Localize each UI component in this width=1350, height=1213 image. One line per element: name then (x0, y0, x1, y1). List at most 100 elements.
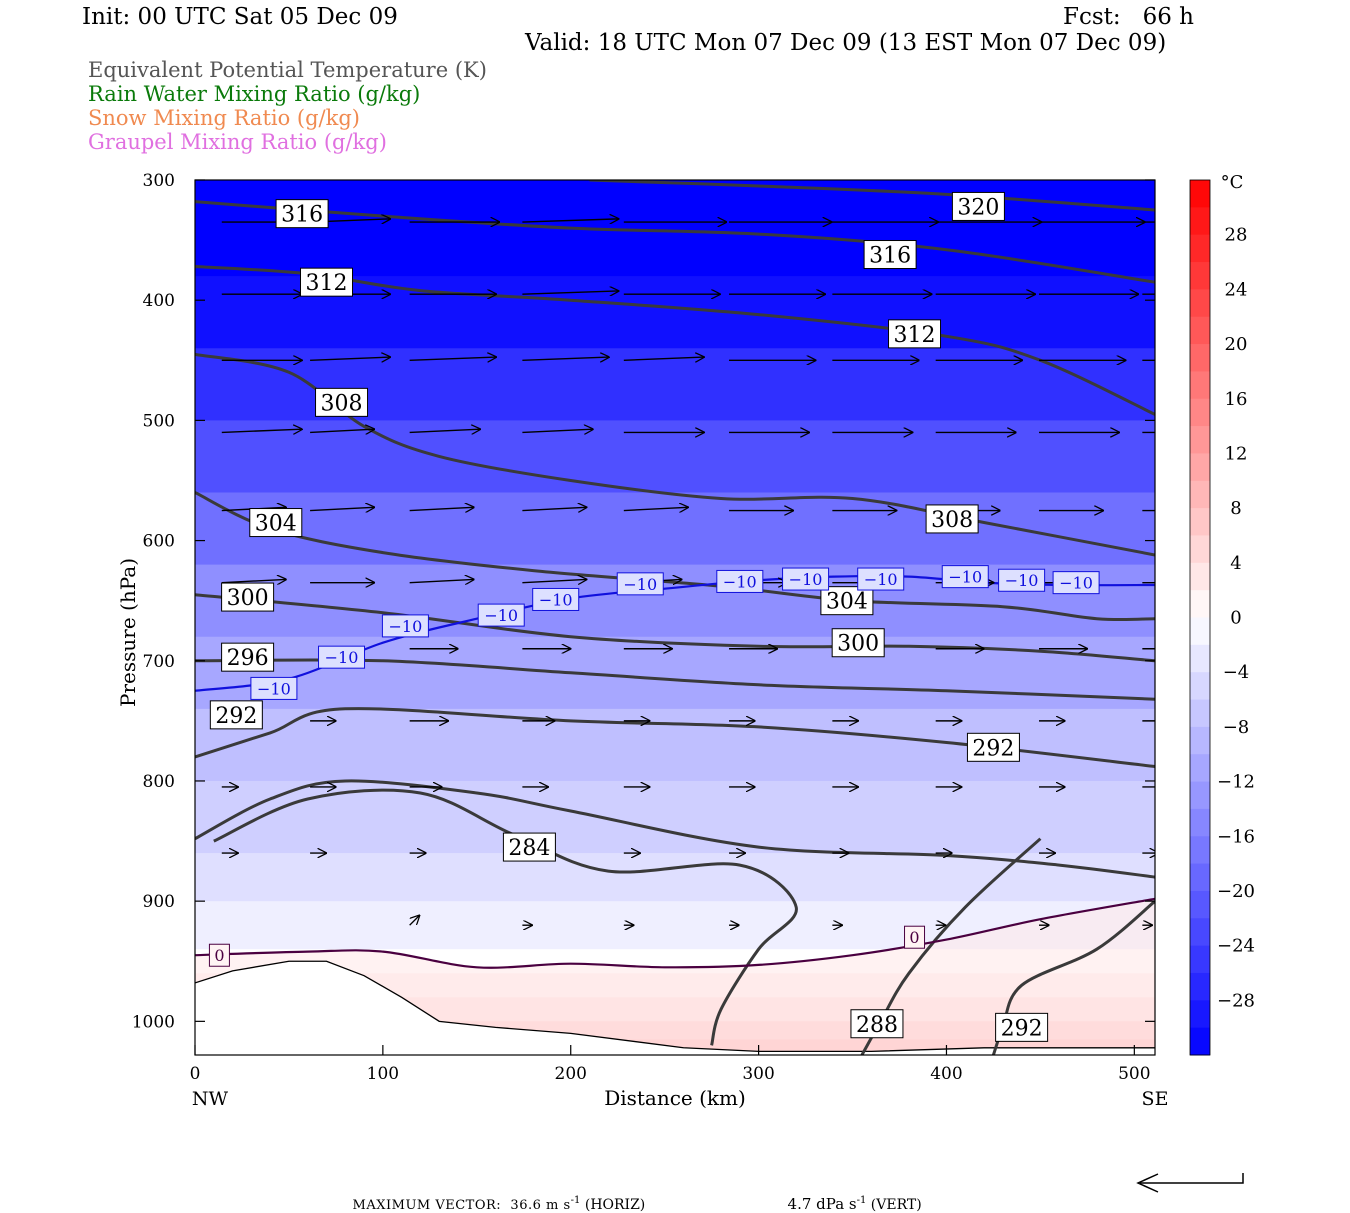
svg-text:308: 308 (931, 508, 973, 533)
wind-vector (409, 507, 474, 510)
colorbar-swatch (1190, 863, 1210, 892)
x-tick-label: 300 (742, 1064, 774, 1084)
wind-vector (522, 219, 618, 222)
theta-e-label-300: 300 (221, 582, 275, 612)
temperature-band (195, 180, 1155, 278)
colorbar-swatch (1190, 890, 1210, 919)
colorbar-swatch (1190, 699, 1210, 728)
theta-e-contour-284 (213, 788, 798, 1046)
wind-vector (221, 429, 302, 432)
svg-text:312: 312 (894, 323, 936, 348)
svg-text:304: 304 (255, 512, 297, 537)
x-end-label-se: SE (1142, 1088, 1169, 1110)
y-tick-label: 500 (143, 411, 175, 431)
isotherm-label-minus10: −10 (941, 565, 989, 589)
wind-vector (409, 916, 420, 926)
wind-vector (409, 579, 474, 582)
svg-text:308: 308 (321, 391, 363, 416)
colorbar-swatch (1190, 918, 1210, 947)
svg-text:−10: −10 (623, 575, 657, 594)
theta-e-contour-292 (195, 707, 1155, 768)
svg-text:320: 320 (957, 195, 999, 220)
svg-text:−10: −10 (1005, 571, 1039, 590)
y-axis-title: Pressure (hPa) (116, 558, 140, 707)
colorbar-tick-label: 8 (1230, 498, 1241, 519)
theta-e-label-292: 292 (966, 732, 1020, 762)
isotherm-label-minus10: −10 (782, 567, 830, 591)
svg-text:300: 300 (227, 586, 269, 611)
valid-time: Valid: 18 UTC Mon 07 Dec 09 (13 EST Mon … (525, 30, 1167, 56)
init-time: Init: 00 UTC Sat 05 Dec 09 (82, 4, 398, 30)
colorbar-tick-label: 20 (1225, 334, 1248, 355)
x-tick-label: 200 (555, 1064, 587, 1084)
colorbar-tick-label: −28 (1217, 990, 1255, 1011)
x-tick-label: 500 (1118, 1064, 1150, 1084)
y-tick-label: 700 (143, 652, 175, 672)
svg-text:288: 288 (856, 1013, 898, 1038)
wind-vector (522, 579, 586, 582)
temperature-band (195, 276, 1155, 350)
svg-text:296: 296 (227, 646, 269, 671)
colorbar-swatch (1190, 180, 1210, 208)
colorbar-tick-label: −8 (1223, 717, 1250, 738)
colorbar-tick-label: −12 (1217, 772, 1255, 793)
theta-e-label-292: 292 (995, 1012, 1049, 1042)
svg-text:304: 304 (826, 590, 868, 615)
isotherm-label-minus10: −10 (998, 568, 1046, 592)
max-vector-vert: 4.7 dPa s-1 (VERT) (787, 1195, 922, 1213)
colorbar-swatch (1190, 562, 1210, 591)
theta-e-label-292: 292 (209, 700, 263, 730)
colorbar-swatch (1190, 808, 1210, 837)
theta-e-label-320: 320 (951, 191, 1005, 221)
svg-text:292: 292 (215, 704, 257, 729)
x-tick-label: 100 (367, 1064, 399, 1084)
wind-vector (522, 507, 586, 510)
theta-e-contour-320 (589, 180, 1155, 212)
wind-vector (409, 357, 496, 360)
colorbar-tick-label: 24 (1225, 279, 1248, 300)
theta-e-label-312: 312 (300, 267, 354, 297)
theta-e-label-316: 316 (863, 240, 917, 270)
isotherm-label-minus10: −10 (381, 614, 429, 638)
plot-frame (194, 179, 1156, 1056)
colorbar-tick-label: 12 (1225, 443, 1248, 464)
legend-graupel: Graupel Mixing Ratio (g/kg) (88, 130, 387, 154)
colorbar-swatch (1190, 754, 1210, 783)
colorbar-tick-label: 0 (1230, 608, 1241, 629)
colorbar-swatch (1190, 426, 1210, 454)
terrain-line (195, 960, 1155, 1053)
svg-text:−10: −10 (539, 590, 573, 609)
wind-vector (310, 507, 374, 510)
wind-vector (310, 429, 374, 432)
svg-text:−10: −10 (789, 570, 823, 589)
x-tick-label: 0 (190, 1064, 201, 1084)
wind-vector (409, 429, 480, 432)
colorbar-tick-label: 16 (1225, 389, 1248, 410)
colorbar-tick-label: −24 (1217, 936, 1255, 957)
colorbar-swatch (1190, 344, 1210, 372)
colorbar-swatch (1190, 234, 1210, 263)
wind-vector (310, 357, 390, 360)
svg-text:316: 316 (869, 244, 911, 269)
temperature-band (195, 492, 1155, 566)
svg-text:−10: −10 (1059, 574, 1093, 593)
colorbar-swatch (1190, 836, 1210, 865)
wind-vector (623, 357, 704, 360)
colorbar-swatch (1190, 617, 1210, 646)
colorbar-swatch (1190, 644, 1210, 673)
svg-text:−10: −10 (864, 570, 898, 589)
isotherm-label-minus10: −10 (716, 569, 764, 593)
y-tick-label: 900 (143, 892, 175, 912)
theta-e-label-316: 316 (275, 199, 329, 229)
theta-e-label-308: 308 (315, 387, 369, 417)
wind-vector (623, 507, 688, 510)
theta-e-label-312: 312 (888, 319, 942, 349)
isotherm-label-minus10: −10 (318, 645, 366, 669)
colorbar-swatch (1190, 945, 1210, 974)
isotherm-label-minus10: −10 (616, 572, 664, 596)
wind-vector (522, 357, 608, 360)
wind-vector (522, 291, 618, 294)
svg-text:−10: −10 (948, 568, 982, 587)
colorbar-tick-label: −16 (1217, 826, 1255, 847)
